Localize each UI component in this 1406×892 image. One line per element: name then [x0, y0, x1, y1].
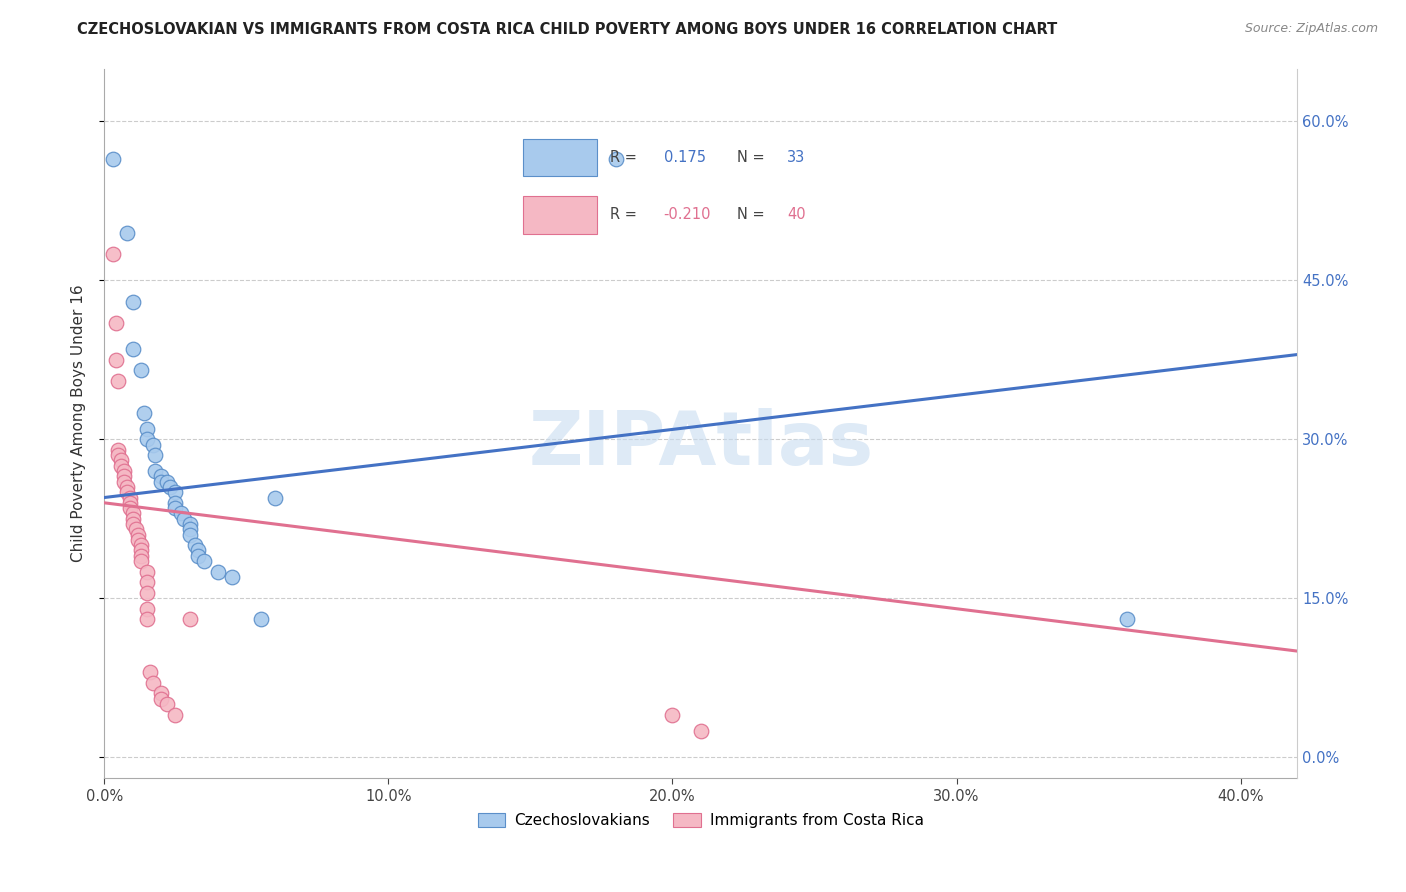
Point — [187, 549, 209, 563]
Point — [142, 437, 165, 451]
Point — [127, 533, 149, 547]
Point — [1116, 612, 1139, 626]
Point — [139, 665, 162, 680]
Legend: Czechoslovakians, Immigrants from Costa Rica: Czechoslovakians, Immigrants from Costa … — [472, 806, 929, 834]
Point — [112, 475, 135, 489]
Point — [145, 448, 167, 462]
Point — [132, 406, 155, 420]
Point — [165, 485, 187, 500]
Point — [605, 152, 627, 166]
Point — [118, 491, 141, 505]
Point — [179, 522, 201, 536]
Point — [129, 538, 152, 552]
Point — [129, 543, 152, 558]
Text: CZECHOSLOVAKIAN VS IMMIGRANTS FROM COSTA RICA CHILD POVERTY AMONG BOYS UNDER 16 : CZECHOSLOVAKIAN VS IMMIGRANTS FROM COSTA… — [77, 22, 1057, 37]
Point — [135, 586, 157, 600]
Point — [121, 516, 143, 531]
Point — [142, 676, 165, 690]
Point — [193, 554, 215, 568]
Point — [129, 549, 152, 563]
Point — [135, 422, 157, 436]
Point — [112, 464, 135, 478]
Point — [121, 343, 143, 357]
Point — [118, 501, 141, 516]
Point — [129, 363, 152, 377]
Point — [127, 527, 149, 541]
Point — [135, 565, 157, 579]
Point — [221, 570, 243, 584]
Point — [173, 512, 195, 526]
Point — [107, 442, 129, 457]
Point — [135, 432, 157, 446]
Point — [107, 374, 129, 388]
Point — [121, 507, 143, 521]
Point — [104, 316, 127, 330]
Point — [207, 565, 229, 579]
Point — [101, 247, 124, 261]
Point — [179, 516, 201, 531]
Point — [165, 496, 187, 510]
Point — [170, 507, 193, 521]
Point — [661, 707, 683, 722]
Point — [159, 480, 181, 494]
Point — [263, 491, 285, 505]
Point — [115, 485, 138, 500]
Point — [165, 707, 187, 722]
Point — [150, 686, 173, 700]
Point — [689, 723, 711, 738]
Point — [165, 501, 187, 516]
Point — [118, 496, 141, 510]
Point — [150, 691, 173, 706]
Point — [150, 469, 173, 483]
Point — [121, 512, 143, 526]
Point — [110, 453, 132, 467]
Point — [107, 448, 129, 462]
Point — [115, 480, 138, 494]
Point — [112, 469, 135, 483]
Point — [135, 601, 157, 615]
Point — [115, 226, 138, 240]
Point — [179, 527, 201, 541]
Point — [184, 538, 207, 552]
Point — [129, 554, 152, 568]
Point — [249, 612, 271, 626]
Point — [145, 464, 167, 478]
Point — [124, 522, 146, 536]
Point — [121, 294, 143, 309]
Point — [187, 543, 209, 558]
Y-axis label: Child Poverty Among Boys Under 16: Child Poverty Among Boys Under 16 — [72, 285, 86, 562]
Point — [135, 612, 157, 626]
Point — [101, 152, 124, 166]
Point — [135, 575, 157, 590]
Point — [110, 458, 132, 473]
Point — [156, 475, 179, 489]
Point — [104, 352, 127, 367]
Text: ZIPAtlas: ZIPAtlas — [529, 409, 873, 481]
Text: Source: ZipAtlas.com: Source: ZipAtlas.com — [1244, 22, 1378, 36]
Point — [150, 475, 173, 489]
Point — [156, 697, 179, 711]
Point — [179, 612, 201, 626]
